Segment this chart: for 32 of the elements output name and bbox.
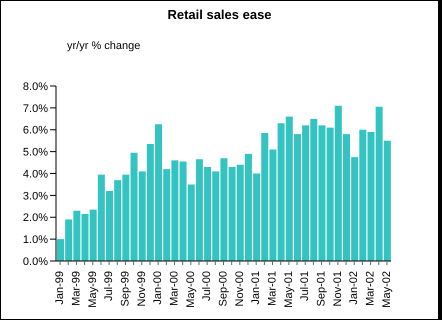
x-tick-label: Jan-99 — [54, 271, 66, 305]
x-tick-label: Jan-02 — [348, 271, 360, 305]
x-tick-label: Sep-00 — [218, 271, 230, 306]
x-tick-label: Mar-00 — [168, 271, 180, 306]
y-tick-label: 6.0% — [22, 124, 48, 137]
x-tick-label: Jul-00 — [201, 271, 214, 301]
x-tick-label: Jul-99 — [103, 271, 116, 301]
chart-title: Retail sales ease — [166, 7, 273, 22]
x-tick-label: Jan-01 — [250, 271, 262, 305]
x-tick-label: Mar-02 — [364, 271, 377, 306]
x-tick-label: May-99 — [86, 271, 99, 308]
x-tick-label: Nov-01 — [332, 271, 344, 306]
text: yr/yr % change — [67, 40, 140, 52]
x-tick-label: May-01 — [282, 271, 295, 308]
y-tick-label: 4.0% — [22, 168, 48, 180]
y-tick-label: 1.0% — [22, 234, 48, 246]
y-tick-label: 0.0% — [22, 256, 48, 268]
x-tick-label: May-02 — [380, 271, 393, 308]
y-tick-label: 7.0% — [22, 102, 48, 115]
x-tick-label: Mar-99 — [70, 271, 82, 306]
y-tick-label: 8.0% — [22, 80, 48, 93]
x-tick-label: Jan-00 — [152, 271, 164, 305]
x-tick-label: Nov-00 — [234, 271, 246, 306]
x-tick-label: Mar-01 — [266, 271, 279, 306]
x-tick-label: Sep-01 — [316, 271, 328, 306]
x-tick-label: Jul-01 — [299, 271, 312, 301]
y-tick-label: 2.0% — [22, 212, 48, 224]
x-tick-label: May-00 — [184, 271, 197, 308]
x-tick-label: Sep-99 — [119, 271, 132, 306]
y-tick-label: 5.0% — [22, 146, 48, 159]
x-tick-label: Nov-99 — [136, 271, 148, 306]
y-tick-label: 3.0% — [22, 190, 48, 202]
